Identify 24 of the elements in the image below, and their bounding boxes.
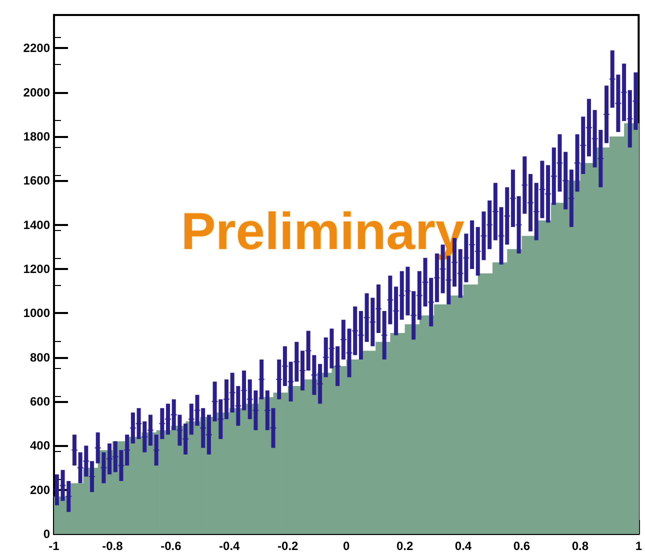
x-tick-label: -0.8: [102, 539, 124, 553]
y-tick-label: 600: [30, 394, 50, 408]
y-tick-label: 1200: [23, 262, 50, 276]
x-tick-label: -1: [48, 539, 60, 553]
y-tick-label: 200: [30, 482, 50, 497]
y-tick-label: 800: [30, 350, 50, 364]
y-tick-label: 400: [30, 438, 50, 453]
annotation: Preliminary: [181, 203, 464, 261]
y-tick-label: 1000: [23, 306, 50, 320]
y-tick-label: 1400: [23, 218, 50, 232]
y-tick-label: 2000: [23, 85, 50, 100]
x-tick-label: 0.2: [396, 539, 414, 553]
x-tick-label: -0.6: [160, 539, 182, 553]
y-tick-label: 2200: [23, 41, 50, 56]
y-tick-label: 1800: [23, 129, 50, 144]
x-tick-label: 1: [635, 539, 642, 553]
y-tick-label: 1600: [23, 174, 50, 188]
x-tick-label: 0: [342, 539, 350, 553]
x-tick-label: -0.4: [219, 539, 240, 553]
y-tick-label: 0: [43, 527, 50, 541]
x-tick-label: -0.2: [278, 539, 299, 553]
x-tick-label: 0.6: [513, 539, 530, 553]
x-tick-label: 0.8: [572, 539, 589, 553]
x-tick-label: 0.4: [454, 539, 472, 553]
